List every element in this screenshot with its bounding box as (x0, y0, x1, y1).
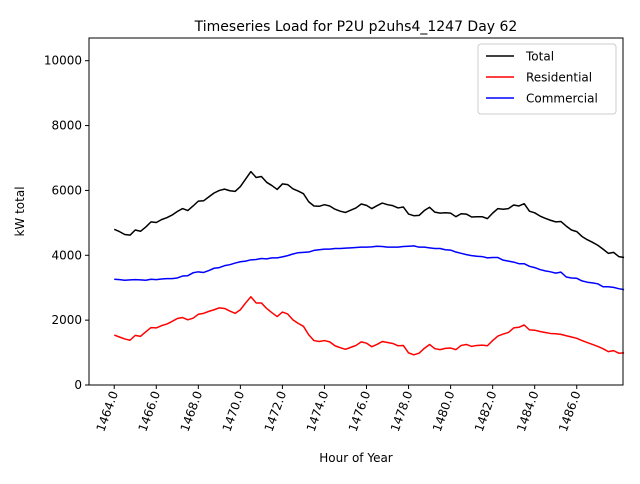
legend-box (477, 43, 617, 115)
plot-frame (88, 37, 624, 386)
y-tick-label: 10000 (44, 54, 82, 68)
y-axis-label: kW total (13, 186, 27, 236)
y-tick-label: 4000 (51, 248, 82, 262)
y-tick-label: 2000 (51, 313, 82, 327)
y-tick-label: 8000 (51, 119, 82, 133)
legend-label-residential: Residential (526, 71, 592, 85)
series-line-total (113, 170, 625, 259)
series-line-residential (113, 296, 625, 356)
y-tick-label: 6000 (51, 183, 82, 197)
series-line-commercial (114, 245, 625, 291)
legend-label-total: Total (525, 50, 554, 64)
y-tick-label: 0 (74, 378, 82, 392)
chart-title: Timeseries Load for P2U p2uhs4_1247 Day … (194, 19, 518, 35)
legend: Total Residential Commercial (477, 43, 617, 115)
series-layer (113, 170, 625, 356)
legend-label-commercial: Commercial (526, 92, 598, 106)
y-axis: 0 2000 4000 6000 8000 10000 (44, 54, 89, 392)
x-axis-label: Hour of Year (319, 451, 393, 465)
